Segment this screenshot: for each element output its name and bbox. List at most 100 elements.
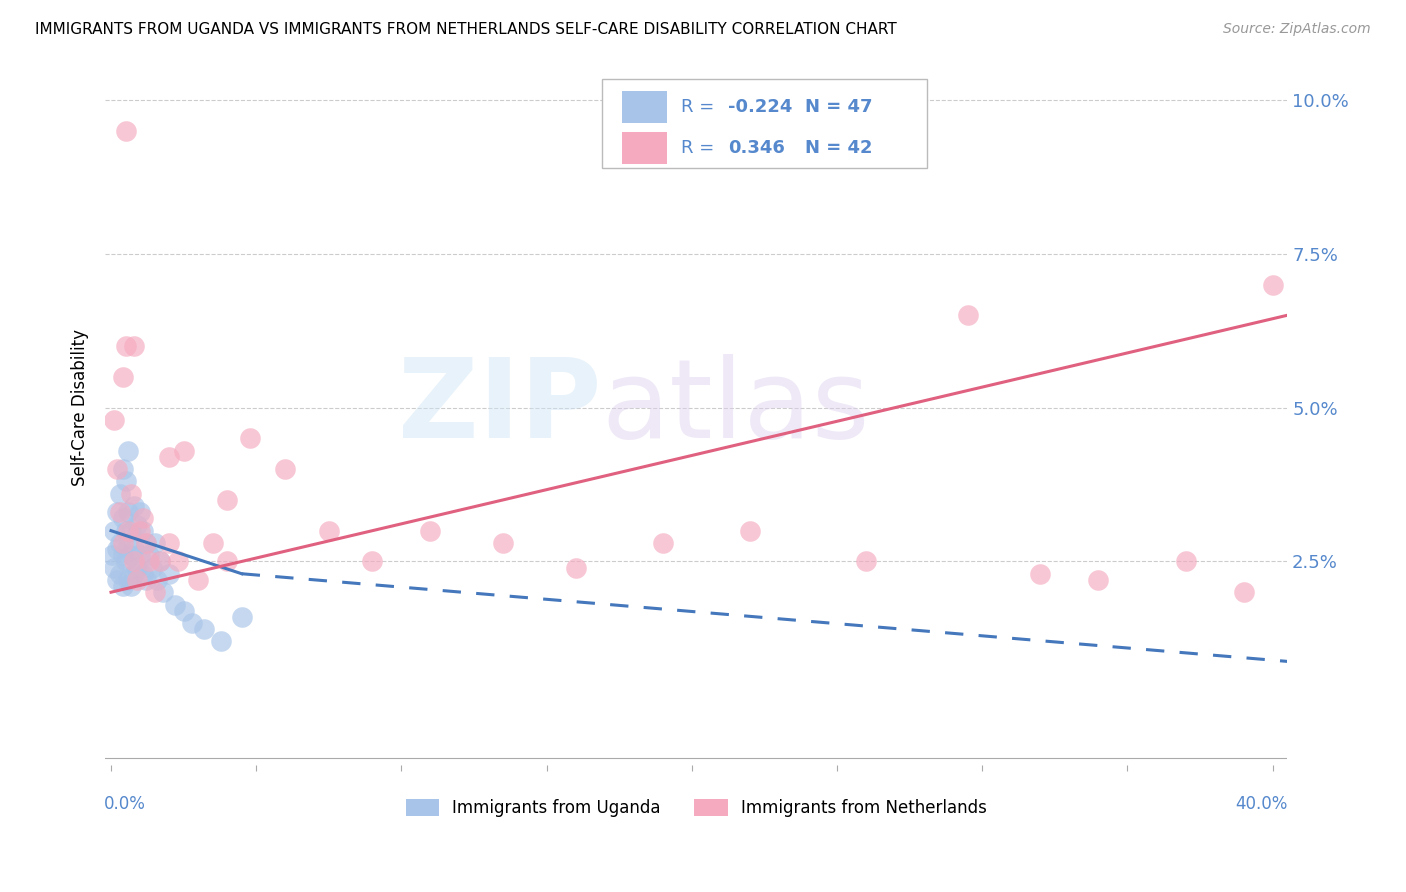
Text: R =: R =	[681, 139, 725, 157]
Point	[114, 475, 136, 489]
Point	[122, 542, 145, 557]
Point	[149, 554, 172, 568]
Point	[209, 634, 232, 648]
Text: -0.224: -0.224	[728, 98, 793, 117]
Point	[105, 573, 128, 587]
Point	[103, 560, 125, 574]
Point	[274, 462, 297, 476]
Point	[105, 505, 128, 519]
Point	[122, 566, 145, 581]
Point	[108, 487, 131, 501]
Point	[108, 536, 131, 550]
Point	[114, 339, 136, 353]
Point	[181, 615, 204, 630]
Point	[120, 524, 142, 538]
Point	[114, 524, 136, 538]
Text: ZIP: ZIP	[398, 354, 602, 461]
Point	[103, 413, 125, 427]
Point	[132, 511, 155, 525]
Point	[117, 573, 139, 587]
Text: 40.0%: 40.0%	[1234, 795, 1288, 813]
Point	[117, 524, 139, 538]
Text: N = 47: N = 47	[806, 98, 873, 117]
Point	[419, 524, 441, 538]
Point	[111, 369, 134, 384]
Point	[1087, 573, 1109, 587]
Point	[651, 536, 673, 550]
Point	[117, 505, 139, 519]
Point	[141, 560, 163, 574]
Point	[1174, 554, 1197, 568]
Point	[108, 505, 131, 519]
Point	[120, 579, 142, 593]
Point	[122, 499, 145, 513]
Point	[231, 610, 253, 624]
Point	[105, 542, 128, 557]
Point	[173, 443, 195, 458]
Point	[157, 536, 180, 550]
Text: N = 42: N = 42	[806, 139, 873, 157]
Point	[166, 554, 188, 568]
Point	[135, 573, 157, 587]
Point	[127, 560, 149, 574]
Point	[120, 549, 142, 563]
Point	[135, 536, 157, 550]
Point	[108, 566, 131, 581]
Point	[111, 549, 134, 563]
Point	[239, 431, 262, 445]
Point	[143, 585, 166, 599]
Point	[361, 554, 384, 568]
Point	[138, 549, 160, 563]
Point	[138, 554, 160, 568]
Point	[152, 585, 174, 599]
Point	[163, 598, 186, 612]
Bar	[621, 132, 666, 164]
Point	[1233, 585, 1256, 599]
Text: IMMIGRANTS FROM UGANDA VS IMMIGRANTS FROM NETHERLANDS SELF-CARE DISABILITY CORRE: IMMIGRANTS FROM UGANDA VS IMMIGRANTS FRO…	[35, 22, 897, 37]
Point	[103, 524, 125, 538]
Point	[855, 554, 877, 568]
Point	[111, 536, 134, 550]
Point	[201, 536, 224, 550]
Point	[217, 492, 239, 507]
Point	[143, 536, 166, 550]
Point	[127, 573, 149, 587]
Point	[111, 579, 134, 593]
Point	[956, 308, 979, 322]
Point	[1261, 277, 1284, 292]
FancyBboxPatch shape	[602, 79, 927, 169]
Point	[318, 524, 340, 538]
Point	[129, 505, 152, 519]
Point	[117, 443, 139, 458]
Text: 0.346: 0.346	[728, 139, 785, 157]
Point	[120, 487, 142, 501]
Point	[132, 524, 155, 538]
Text: R =: R =	[681, 98, 720, 117]
Point	[132, 566, 155, 581]
Point	[129, 524, 152, 538]
Point	[117, 536, 139, 550]
Text: Source: ZipAtlas.com: Source: ZipAtlas.com	[1223, 22, 1371, 37]
Point	[101, 549, 124, 563]
Point	[146, 573, 169, 587]
Point	[114, 124, 136, 138]
Point	[173, 604, 195, 618]
Bar	[621, 91, 666, 123]
Point	[122, 339, 145, 353]
Legend: Immigrants from Uganda, Immigrants from Netherlands: Immigrants from Uganda, Immigrants from …	[406, 798, 987, 817]
Point	[129, 549, 152, 563]
Point	[193, 622, 215, 636]
Point	[157, 566, 180, 581]
Point	[187, 573, 209, 587]
Point	[1029, 566, 1052, 581]
Point	[149, 554, 172, 568]
Point	[122, 554, 145, 568]
Text: 0.0%: 0.0%	[104, 795, 146, 813]
Point	[105, 462, 128, 476]
Point	[135, 536, 157, 550]
Point	[564, 560, 586, 574]
Point	[738, 524, 761, 538]
Point	[111, 462, 134, 476]
Text: atlas: atlas	[602, 354, 870, 461]
Point	[127, 517, 149, 532]
